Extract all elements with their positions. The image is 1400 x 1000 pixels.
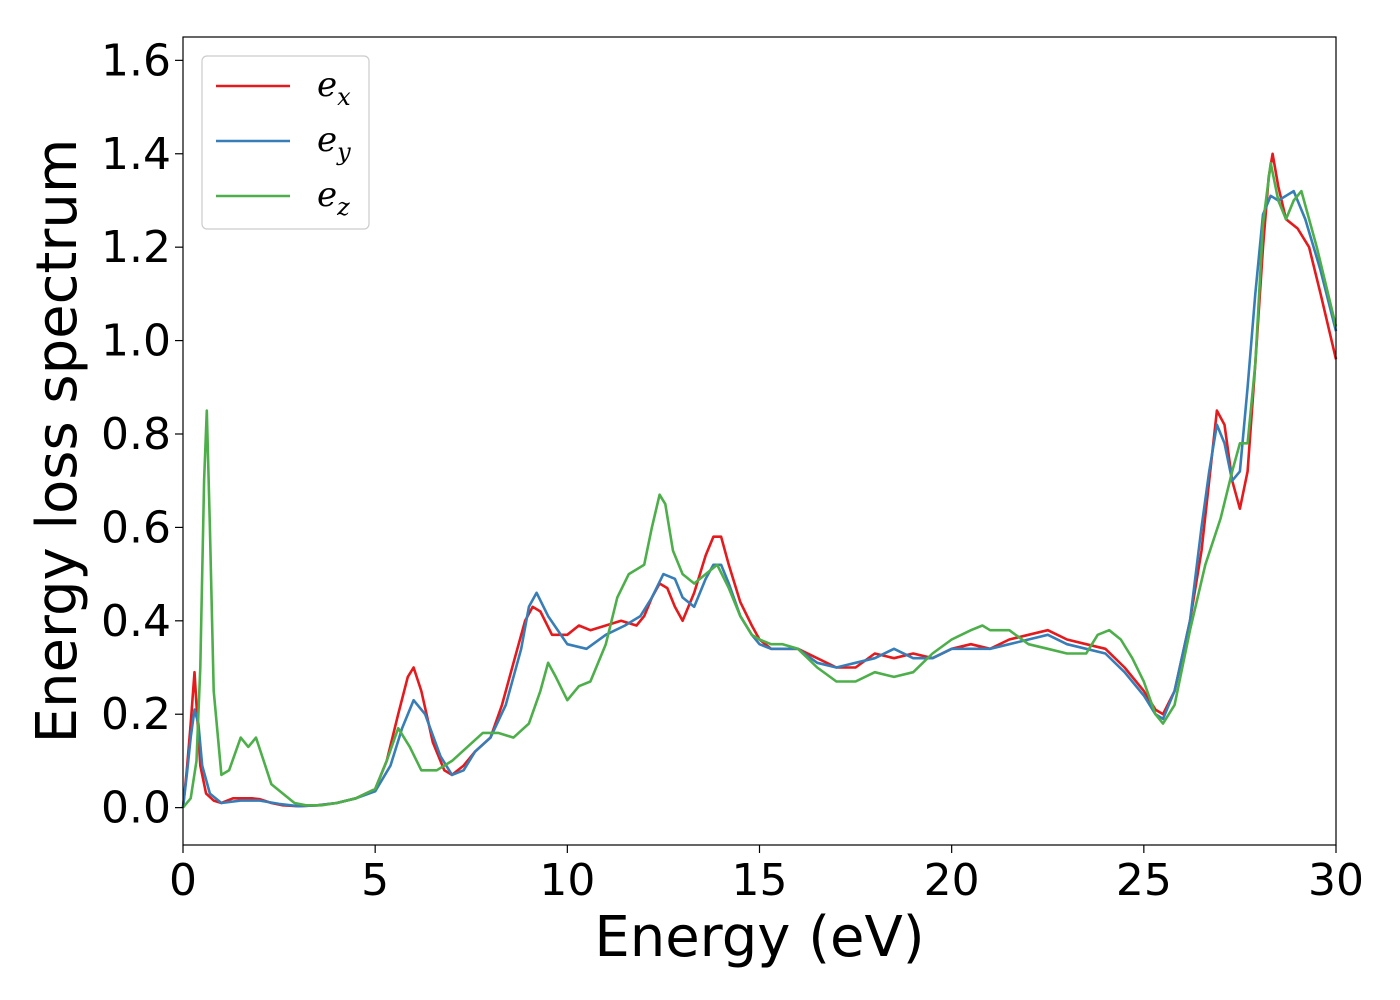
x-tick-label: 5 [361,855,389,906]
legend-label-ey: ey [317,120,351,166]
y-tick-label: 1.6 [101,35,171,86]
x-tick-label: 30 [1308,855,1364,906]
legend-frame [201,55,370,230]
y-tick-label: 0.4 [101,596,171,647]
y-axis-label: Energy loss spectrum [25,139,90,744]
x-tick-label: 15 [732,855,788,906]
y-axis-ticks: 0.0 0.2 0.4 0.6 0.8 1.0 1.2 1.4 1.6 [101,35,183,834]
y-tick-label: 0.2 [101,689,171,740]
x-tick-label: 25 [1116,855,1172,906]
x-axis-ticks: 0 5 10 15 20 25 30 [169,845,1364,906]
y-tick-label: 0.6 [101,502,171,553]
series-lines [181,152,1338,809]
y-tick-label: 1.0 [101,316,171,367]
y-tick-label: 1.2 [101,222,171,273]
series-line-ez [181,161,1338,809]
plot-area-background [183,37,1336,845]
y-tick-label: 0.8 [101,409,171,460]
x-axis-label: Energy (eV) [594,905,924,970]
x-tick-label: 20 [924,855,980,906]
y-tick-label: 1.4 [101,129,171,180]
x-tick-label: 0 [169,855,197,906]
x-tick-label: 10 [539,855,595,906]
y-tick-label: 0.0 [101,783,171,834]
